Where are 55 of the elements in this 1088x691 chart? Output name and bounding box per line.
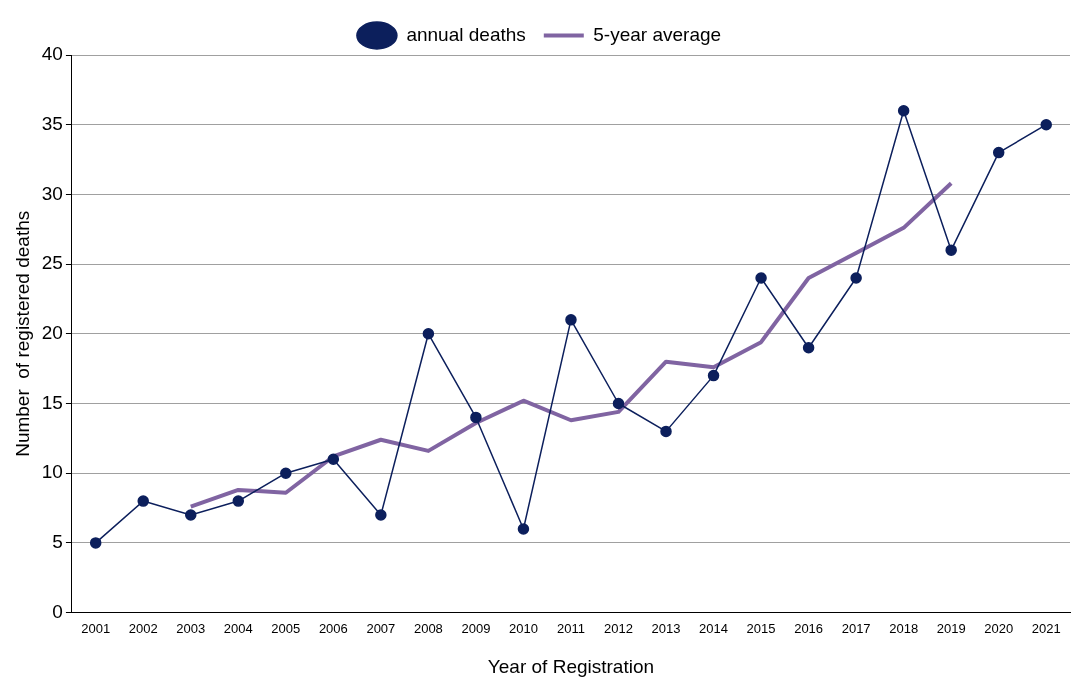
x-tick-label: 2016 xyxy=(794,620,824,636)
x-tick-label: 2015 xyxy=(746,620,776,636)
point xyxy=(992,146,1005,159)
point xyxy=(327,453,340,466)
point xyxy=(232,495,245,507)
x-tick-label: 2019 xyxy=(936,620,966,636)
x-tick-label: 2011 xyxy=(556,620,585,636)
y-tick-label: 30 xyxy=(41,182,63,204)
y-tick-label: 40 xyxy=(41,43,63,65)
point xyxy=(755,272,767,284)
point xyxy=(517,523,530,535)
y-tick-label: 20 xyxy=(41,322,63,344)
y-axis-title: Number of registered deaths xyxy=(11,210,33,457)
legend-label: annual deaths xyxy=(406,23,526,45)
point xyxy=(470,411,482,424)
y-tick-label: 15 xyxy=(41,391,63,413)
y-tick-label: 35 xyxy=(41,112,63,134)
point xyxy=(185,509,197,521)
point xyxy=(707,369,720,382)
x-tick-label: 2006 xyxy=(318,620,348,636)
x-tick-label: 2020 xyxy=(984,620,1014,636)
x-axis-title: Year of Registration xyxy=(487,655,655,677)
point xyxy=(1040,118,1052,131)
x-tick-label: 2013 xyxy=(651,620,681,636)
x-tick-label: 2010 xyxy=(508,620,538,636)
x-tick-label: 2017 xyxy=(841,620,871,636)
x-tick-label: 2007 xyxy=(366,620,396,636)
point xyxy=(375,509,387,521)
y-tick-label: 10 xyxy=(41,461,63,483)
x-tick-label: 2014 xyxy=(699,620,729,636)
x-tick-label: 2009 xyxy=(461,620,491,636)
y-tick-label: 25 xyxy=(41,252,63,274)
x-tick-label: 2018 xyxy=(889,620,919,636)
point xyxy=(612,397,625,410)
point xyxy=(897,105,910,117)
x-tick-label: 2004 xyxy=(223,620,253,636)
point xyxy=(850,272,862,284)
point xyxy=(802,341,815,354)
point xyxy=(565,314,577,326)
y-tick-label: 5 xyxy=(52,531,63,553)
point xyxy=(945,244,957,256)
point xyxy=(137,495,149,507)
x-tick-label: 2002 xyxy=(128,620,158,636)
x-tick-label: 2001 xyxy=(81,620,111,636)
point xyxy=(280,467,292,479)
legend-label: 5-year average xyxy=(593,23,722,45)
point xyxy=(660,425,672,438)
point xyxy=(89,537,102,549)
point xyxy=(422,328,435,340)
x-tick-label: 2021 xyxy=(1031,620,1061,636)
x-tick-label: 2012 xyxy=(604,620,633,636)
x-tick-label: 2005 xyxy=(271,620,301,636)
y-tick-label: 0 xyxy=(52,600,63,622)
x-tick-label: 2003 xyxy=(176,620,206,636)
x-tick-label: 2008 xyxy=(413,620,443,636)
